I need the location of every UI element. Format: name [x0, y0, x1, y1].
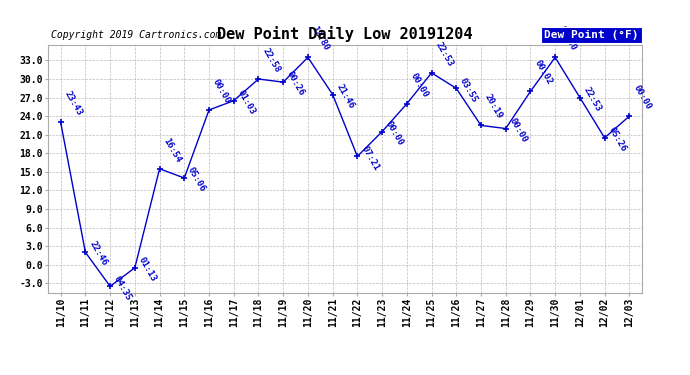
- Text: 23:43: 23:43: [63, 90, 84, 117]
- Text: Copyright 2019 Cartronics.com: Copyright 2019 Cartronics.com: [51, 30, 221, 40]
- Text: 03:55: 03:55: [458, 76, 480, 104]
- Text: 07:21: 07:21: [359, 144, 381, 172]
- Text: 22:58: 22:58: [260, 46, 282, 74]
- Text: 00:00: 00:00: [408, 71, 430, 99]
- Text: 22:53: 22:53: [582, 85, 603, 113]
- Text: 00:02: 00:02: [533, 58, 553, 87]
- Text: 22:53: 22:53: [433, 40, 455, 68]
- Text: 00:00: 00:00: [508, 116, 529, 144]
- Text: 20:19: 20:19: [483, 93, 504, 120]
- Text: 12:80: 12:80: [310, 25, 331, 52]
- Text: 00:00: 00:00: [557, 25, 578, 52]
- Text: 00:00: 00:00: [631, 83, 653, 111]
- Text: 21:46: 21:46: [335, 82, 356, 110]
- Text: 16:54: 16:54: [161, 136, 183, 164]
- Text: 01:13: 01:13: [137, 255, 158, 283]
- Text: 22:46: 22:46: [88, 240, 108, 268]
- Text: Dew Point (°F): Dew Point (°F): [544, 30, 639, 40]
- Text: 01:03: 01:03: [236, 88, 257, 116]
- Title: Dew Point Daily Low 20191204: Dew Point Daily Low 20191204: [217, 27, 473, 42]
- Text: 05:06: 05:06: [186, 166, 208, 194]
- Text: 04:35: 04:35: [112, 274, 133, 302]
- Text: 05:26: 05:26: [607, 126, 628, 153]
- Text: 00:00: 00:00: [384, 119, 405, 147]
- Text: 00:00: 00:00: [211, 77, 233, 105]
- Text: 00:26: 00:26: [285, 70, 306, 98]
